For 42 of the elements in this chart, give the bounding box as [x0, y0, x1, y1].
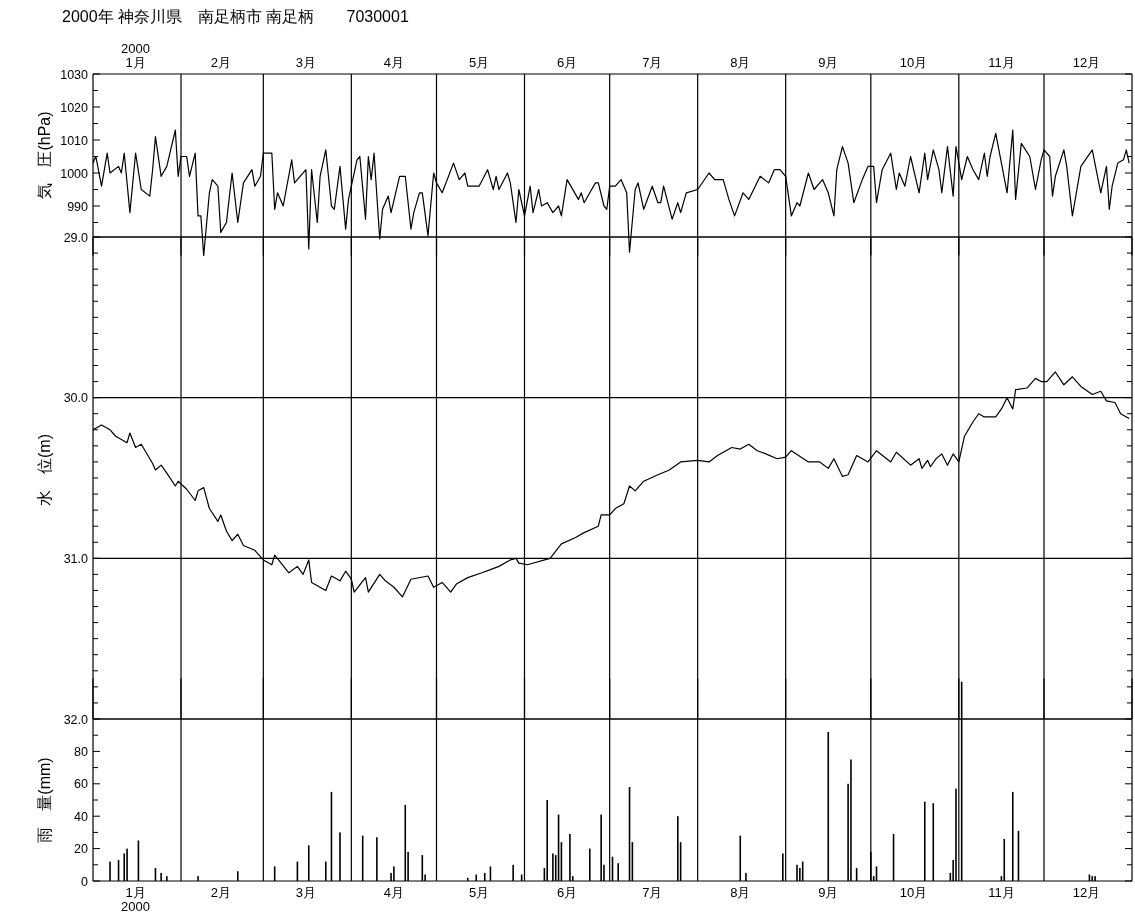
x2-tick-label: 4月 [383, 55, 405, 70]
y-tick-label: 1020 [60, 100, 89, 115]
x-tick-label: 12月 [1072, 885, 1101, 900]
x2-tick-label: 8月 [730, 55, 751, 70]
x2-tick-label: 5月 [468, 55, 490, 70]
x-tick-label: 2月 [210, 885, 231, 900]
x2-tick-label: 7月 [642, 55, 663, 70]
y-tick-label: 60 [74, 777, 89, 792]
x2-tick-label: 2000 1月 [121, 41, 151, 70]
x-tick-label: 10月 [899, 885, 928, 900]
chart-title: 2000年 神奈川県 南足柄市 南足柄 7030001 [62, 8, 409, 25]
y-tick-label: 29.0 [63, 230, 89, 245]
y-tick-label: 30.0 [63, 391, 89, 406]
x-tick-label: 6月 [556, 885, 578, 900]
x-tick-label: 11月 [988, 885, 1015, 900]
x2-tick-label: 2月 [210, 55, 231, 70]
x-tick-label: 1月 2000 [121, 885, 151, 914]
x-tick-label: 7月 [642, 885, 663, 900]
y-tick-label: 990 [67, 199, 89, 214]
x2-tick-label: 12月 [1072, 55, 1101, 70]
y-axis-title: 水 位(m) [36, 434, 53, 506]
y-axis-title: 気 圧(hPa) [36, 111, 53, 199]
x2-tick-label: 11月 [988, 55, 1015, 70]
y-tick-label: 1000 [60, 166, 89, 181]
x-tick-label: 5月 [468, 885, 490, 900]
y-tick-label: 31.0 [63, 551, 89, 566]
y-axis-title: 雨 量(mm) [36, 757, 53, 843]
x-tick-label: 4月 [383, 885, 405, 900]
x-tick-label: 3月 [295, 885, 317, 900]
y-tick-label: 1010 [60, 133, 89, 148]
y-tick-label: 0 [81, 874, 89, 889]
x-tick-label: 9月 [818, 885, 839, 900]
x2-tick-label: 3月 [295, 55, 317, 70]
x2-tick-label: 9月 [818, 55, 839, 70]
y-tick-label: 20 [74, 842, 89, 857]
y-tick-label: 80 [74, 744, 89, 759]
y-tick-label: 32.0 [63, 712, 89, 727]
x2-tick-label: 10月 [899, 55, 928, 70]
x-tick-label: 8月 [730, 885, 751, 900]
y-tick-label: 40 [74, 809, 89, 824]
x2-tick-label: 6月 [556, 55, 578, 70]
y-tick-label: 1030 [60, 67, 89, 82]
